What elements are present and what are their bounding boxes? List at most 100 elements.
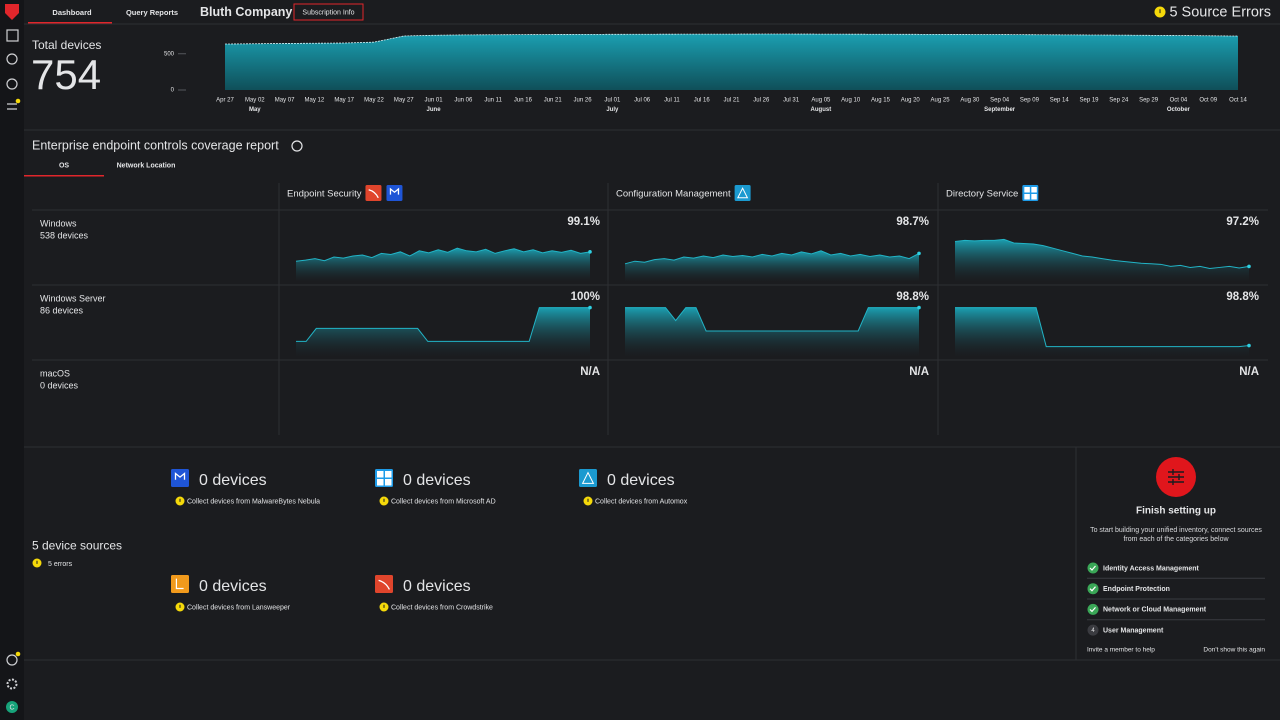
dismiss-link[interactable]: Don't show this again xyxy=(1203,647,1265,654)
nav-dashboard-icon[interactable] xyxy=(6,29,19,42)
step-label[interactable]: Identity Access Management xyxy=(1103,565,1199,572)
x-tick-label: Oct 14 xyxy=(1229,98,1247,104)
sparkline xyxy=(295,247,591,262)
x-tick-label: May 22 xyxy=(364,98,384,104)
source-note[interactable]: Collect devices from MalwareBytes Nebula xyxy=(187,498,320,505)
x-tick-label: Sep 04 xyxy=(990,98,1010,104)
month-label: October xyxy=(1167,107,1191,113)
sparkline-area xyxy=(625,250,919,282)
source-count: 0 devices xyxy=(403,578,471,595)
x-tick-label: May 12 xyxy=(305,98,325,104)
area xyxy=(225,34,1238,90)
source-note[interactable]: Collect devices from Lansweeper xyxy=(187,604,291,611)
x-tick-label: Jul 11 xyxy=(664,98,680,104)
source-errors[interactable]: 5 Source Errors xyxy=(1169,4,1271,20)
nav-tab[interactable]: Dashboard xyxy=(52,8,92,17)
x-tick-label: Apr 27 xyxy=(216,98,234,104)
x-tick-label: Jul 31 xyxy=(783,98,800,104)
logo[interactable] xyxy=(5,4,19,20)
x-tick-label: Sep 24 xyxy=(1109,98,1129,104)
coverage-tab[interactable]: Network Location xyxy=(117,162,176,169)
row-name: Windows Server xyxy=(40,293,106,303)
settings-icon[interactable] xyxy=(6,678,18,690)
x-tick-label: Aug 25 xyxy=(931,98,951,104)
logo-part xyxy=(1031,194,1037,200)
x-tick-label: Jul 21 xyxy=(723,98,740,104)
help-icon[interactable] xyxy=(6,654,18,666)
x-tick-label: Jul 26 xyxy=(753,98,770,104)
x-tick-label: Jul 06 xyxy=(634,98,651,104)
sparkline xyxy=(624,250,920,265)
subscription-label[interactable]: Subscription Info xyxy=(302,9,354,16)
x-tick-label: May 02 xyxy=(245,98,265,104)
area-line xyxy=(224,33,1239,45)
nav-icon[interactable] xyxy=(6,53,18,65)
logo-malwarebytes xyxy=(171,469,189,487)
avatar[interactable] xyxy=(6,701,18,713)
logo-crowdstrike xyxy=(365,185,382,201)
sparkline-area xyxy=(296,307,590,357)
avatar-initial: C xyxy=(9,704,14,711)
sparkline-area xyxy=(625,307,919,357)
nav-icon[interactable] xyxy=(7,103,17,110)
coverage-value: 98.7% xyxy=(896,216,929,228)
x-tick-label: Aug 10 xyxy=(841,98,861,104)
sparkline-end xyxy=(588,250,592,254)
sidebar xyxy=(0,0,24,720)
column-header: Configuration Management xyxy=(616,189,731,200)
x-tick-label: Jun 26 xyxy=(574,98,593,104)
logo-part xyxy=(174,472,186,480)
row-devices: 0 devices xyxy=(40,380,79,390)
subscription-button[interactable] xyxy=(293,3,364,21)
total-devices-count: 754 xyxy=(31,51,101,98)
sources-errors: 5 errors xyxy=(48,561,73,568)
sparkline xyxy=(955,307,1250,348)
x-tick-label: Aug 20 xyxy=(901,98,921,104)
sparkline-area xyxy=(955,239,1249,282)
coverage-title: Enterprise endpoint controls coverage re… xyxy=(32,138,279,152)
invite-link[interactable]: Invite a member to help xyxy=(1087,647,1155,654)
step-label[interactable]: Endpoint Protection xyxy=(1103,586,1170,593)
source-count: 0 devices xyxy=(403,472,471,489)
source-note[interactable]: Collect devices from Crowdstrike xyxy=(391,604,493,611)
coverage-value: 99.1% xyxy=(567,216,600,228)
sparkline xyxy=(954,238,1250,269)
source-note[interactable]: Collect devices from Microsoft AD xyxy=(391,498,496,505)
y-tick-label: 0 xyxy=(171,88,175,94)
x-tick-label: Aug 30 xyxy=(960,98,980,104)
x-tick-label: Jul 01 xyxy=(604,98,621,104)
x-tick-label: Sep 14 xyxy=(1050,98,1070,104)
logo-part xyxy=(175,578,184,590)
x-tick-label: Jun 06 xyxy=(454,98,473,104)
logo-crowdstrike xyxy=(375,575,393,593)
step-check xyxy=(1089,586,1096,592)
logo-part xyxy=(1031,187,1037,193)
nav-icon[interactable] xyxy=(6,78,18,90)
sparkline-end xyxy=(1247,264,1251,269)
month-label: May xyxy=(249,107,261,113)
row-devices: 538 devices xyxy=(40,230,89,240)
logo-part xyxy=(1024,187,1030,193)
source-count: 0 devices xyxy=(199,578,267,595)
sparkline-area xyxy=(955,307,1249,357)
coverage-tab[interactable]: OS xyxy=(59,162,69,169)
step-number: 4 xyxy=(1091,628,1095,634)
sparkline-end xyxy=(917,305,921,310)
x-tick-label: Sep 19 xyxy=(1080,98,1100,104)
coverage-value: 98.8% xyxy=(896,291,929,303)
x-tick-label: Jun 01 xyxy=(425,98,444,104)
step-label[interactable]: User Management xyxy=(1103,627,1164,634)
logo-part xyxy=(736,187,749,199)
help-icon[interactable] xyxy=(291,140,303,152)
step-label[interactable]: Network or Cloud Management xyxy=(1103,607,1207,614)
row-name: macOS xyxy=(40,368,70,378)
coverage-value: N/A xyxy=(580,366,600,378)
company-name: Bluth Company xyxy=(200,5,292,19)
x-tick-label: Jul 16 xyxy=(694,98,711,104)
x-tick-label: Jun 11 xyxy=(484,98,502,104)
sparkline-end xyxy=(588,305,592,310)
y-tick-label: 500 xyxy=(164,51,175,57)
setup-text-box: To start building your unified inventory… xyxy=(1090,527,1262,543)
source-note[interactable]: Collect devices from Automox xyxy=(595,498,688,505)
nav-tab[interactable]: Query Reports xyxy=(126,8,178,17)
